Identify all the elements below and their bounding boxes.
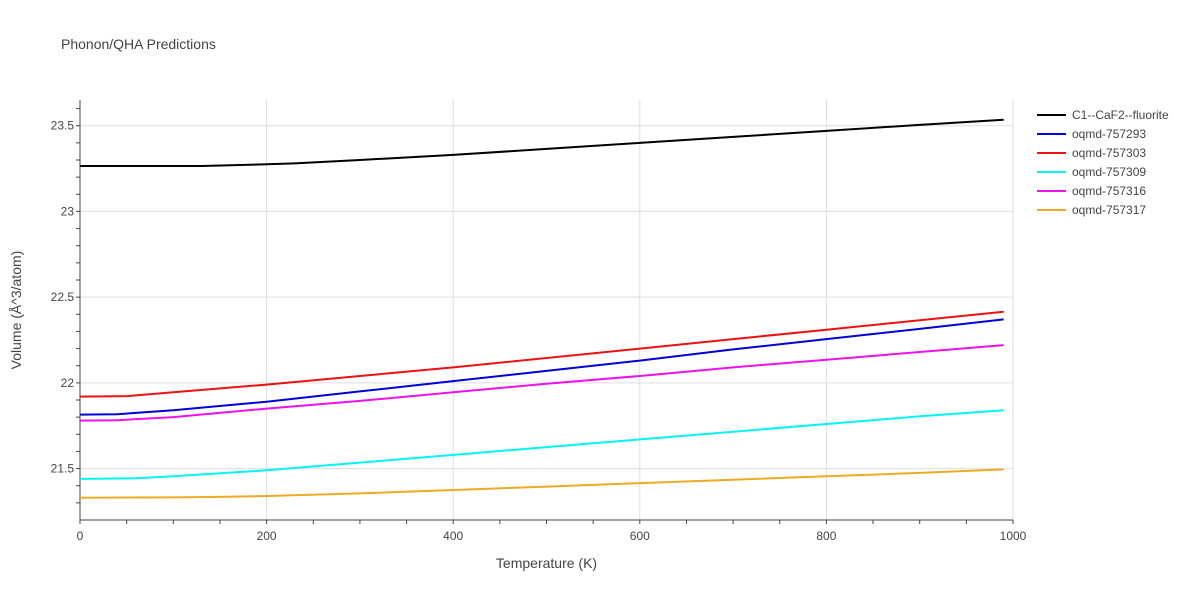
series-lines <box>79 118 1004 499</box>
legend-item-C1--CaF2--fluorite[interactable]: C1--CaF2--fluorite <box>1037 108 1169 122</box>
legend-item-oqmd-757303[interactable]: oqmd-757303 <box>1037 146 1146 160</box>
series-line-oqmd-757316 <box>79 344 1004 422</box>
legend-label: oqmd-757309 <box>1072 165 1146 179</box>
y-tick-label: 22.5 <box>51 290 75 304</box>
x-tick-label: 1000 <box>1000 529 1027 543</box>
y-axis-title: Volume (Å^3/atom) <box>8 251 24 370</box>
axes: 0 200 400 600 800 1000 21.5 22 22.5 23 23.5 <box>51 100 1027 543</box>
legend-label: oqmd-757303 <box>1072 146 1146 160</box>
legend-label: C1--CaF2--fluorite <box>1072 108 1169 122</box>
y-tick-label: 22 <box>61 376 75 390</box>
legend-item-oqmd-757309[interactable]: oqmd-757309 <box>1037 165 1146 179</box>
legend[interactable]: C1--CaF2--fluorite oqmd-757293 oqmd-757303… <box>1037 108 1169 217</box>
series-line-oqmd-757293 <box>79 318 1004 416</box>
y-tick-label: 23 <box>61 204 75 218</box>
x-tick-label: 0 <box>77 529 84 543</box>
x-tick-label: 800 <box>816 529 836 543</box>
y-tick-label: 21.5 <box>51 462 75 476</box>
legend-item-oqmd-757317[interactable]: oqmd-757317 <box>1037 203 1146 217</box>
series-line-oqmd-757309 <box>79 409 1004 480</box>
y-tick-label: 23.5 <box>51 119 75 133</box>
x-tick-label: 600 <box>630 529 650 543</box>
series-line-oqmd-757303 <box>79 310 1004 398</box>
x-axis-title: Temperature (K) <box>496 555 597 571</box>
legend-label: oqmd-757293 <box>1072 127 1146 141</box>
legend-item-oqmd-757293[interactable]: oqmd-757293 <box>1037 127 1146 141</box>
series-line-oqmd-757317 <box>79 468 1004 499</box>
legend-label: oqmd-757316 <box>1072 184 1146 198</box>
legend-label: oqmd-757317 <box>1072 203 1146 217</box>
series-line-C1--CaF2--fluorite <box>80 118 1004 167</box>
legend-item-oqmd-757316[interactable]: oqmd-757316 <box>1037 184 1146 198</box>
grid-lines <box>80 100 1014 520</box>
x-tick-label: 400 <box>443 529 463 543</box>
x-tick-label: 200 <box>257 529 277 543</box>
chart-title: Phonon/QHA Predictions <box>61 36 216 52</box>
